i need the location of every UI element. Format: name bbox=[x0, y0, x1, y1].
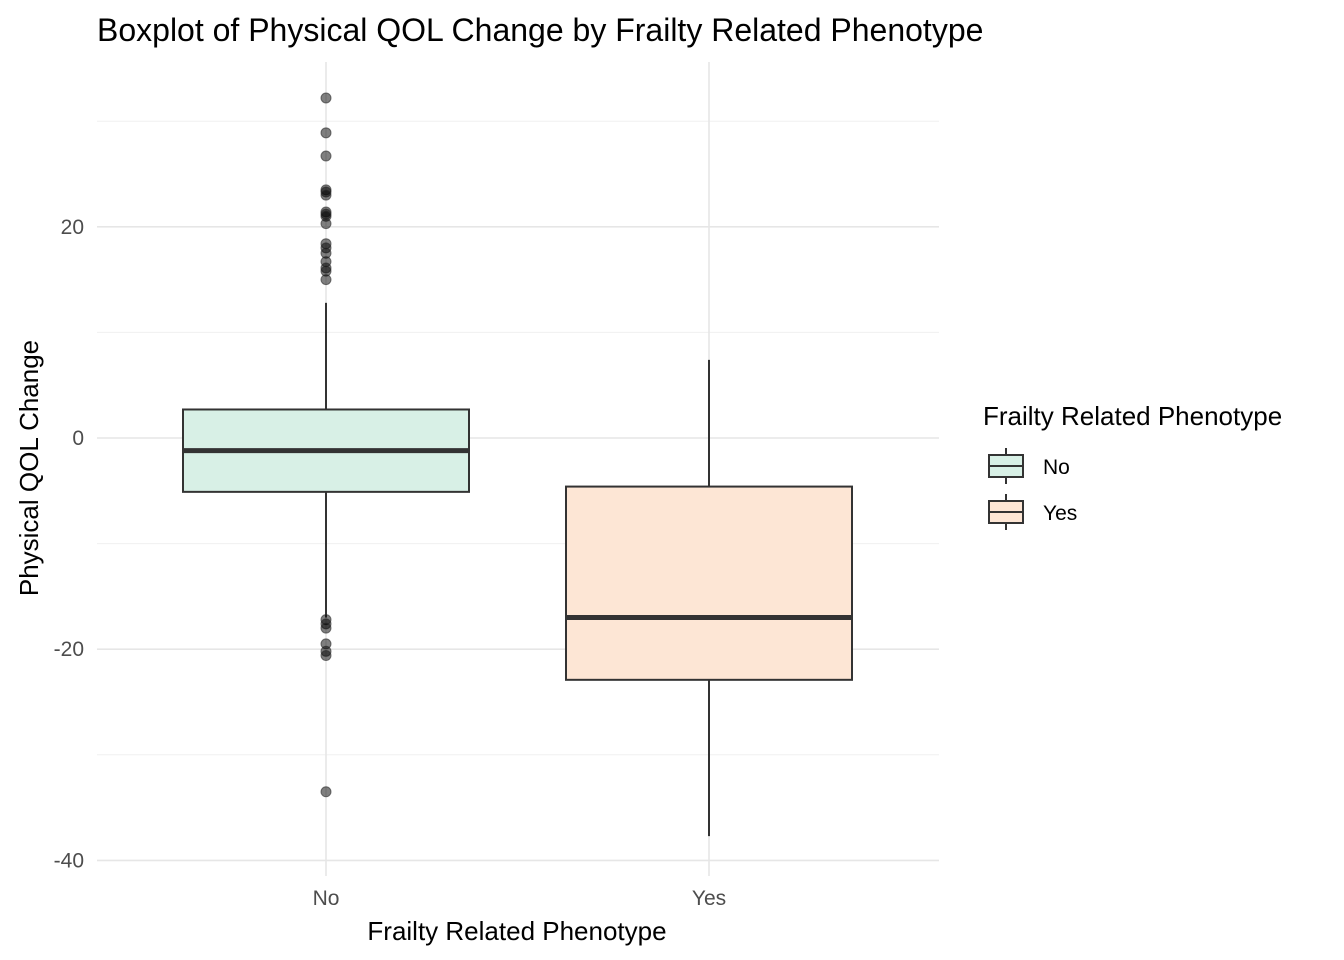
outlier-point bbox=[320, 127, 332, 139]
plot-marks bbox=[182, 92, 853, 837]
box-yes bbox=[565, 359, 853, 837]
x-tick-label: Yes bbox=[692, 887, 726, 910]
outlier-point bbox=[320, 92, 332, 104]
x-tick-label: No bbox=[313, 887, 340, 910]
legend-label: Yes bbox=[1043, 502, 1077, 525]
box-iqr bbox=[565, 485, 853, 681]
legend-key-yes bbox=[988, 494, 1024, 530]
legend-label: No bbox=[1043, 456, 1070, 479]
x-tick-labels: No Yes bbox=[313, 887, 727, 910]
y-tick-label: -20 bbox=[54, 638, 84, 661]
legend-key-no bbox=[988, 448, 1024, 484]
outlier-point bbox=[320, 218, 332, 230]
legend: Frailty Related Phenotype No Yes bbox=[983, 401, 1282, 530]
box-no bbox=[182, 92, 470, 798]
outlier-point bbox=[320, 150, 332, 162]
y-tick-labels: -40 -20 0 20 bbox=[54, 216, 84, 873]
outlier-point bbox=[320, 650, 332, 662]
y-tick-label: -40 bbox=[54, 849, 84, 872]
y-tick-label: 20 bbox=[61, 216, 84, 239]
outlier-point bbox=[320, 786, 332, 798]
y-tick-label: 0 bbox=[72, 427, 84, 450]
outlier-point bbox=[320, 622, 332, 634]
legend-title: Frailty Related Phenotype bbox=[983, 401, 1282, 431]
outlier-point bbox=[320, 274, 332, 286]
chart-title: Boxplot of Physical QOL Change by Frailt… bbox=[97, 12, 983, 48]
outlier-point bbox=[320, 189, 332, 201]
x-axis-title: Frailty Related Phenotype bbox=[367, 916, 666, 946]
y-axis-title: Physical QOL Change bbox=[14, 340, 44, 596]
